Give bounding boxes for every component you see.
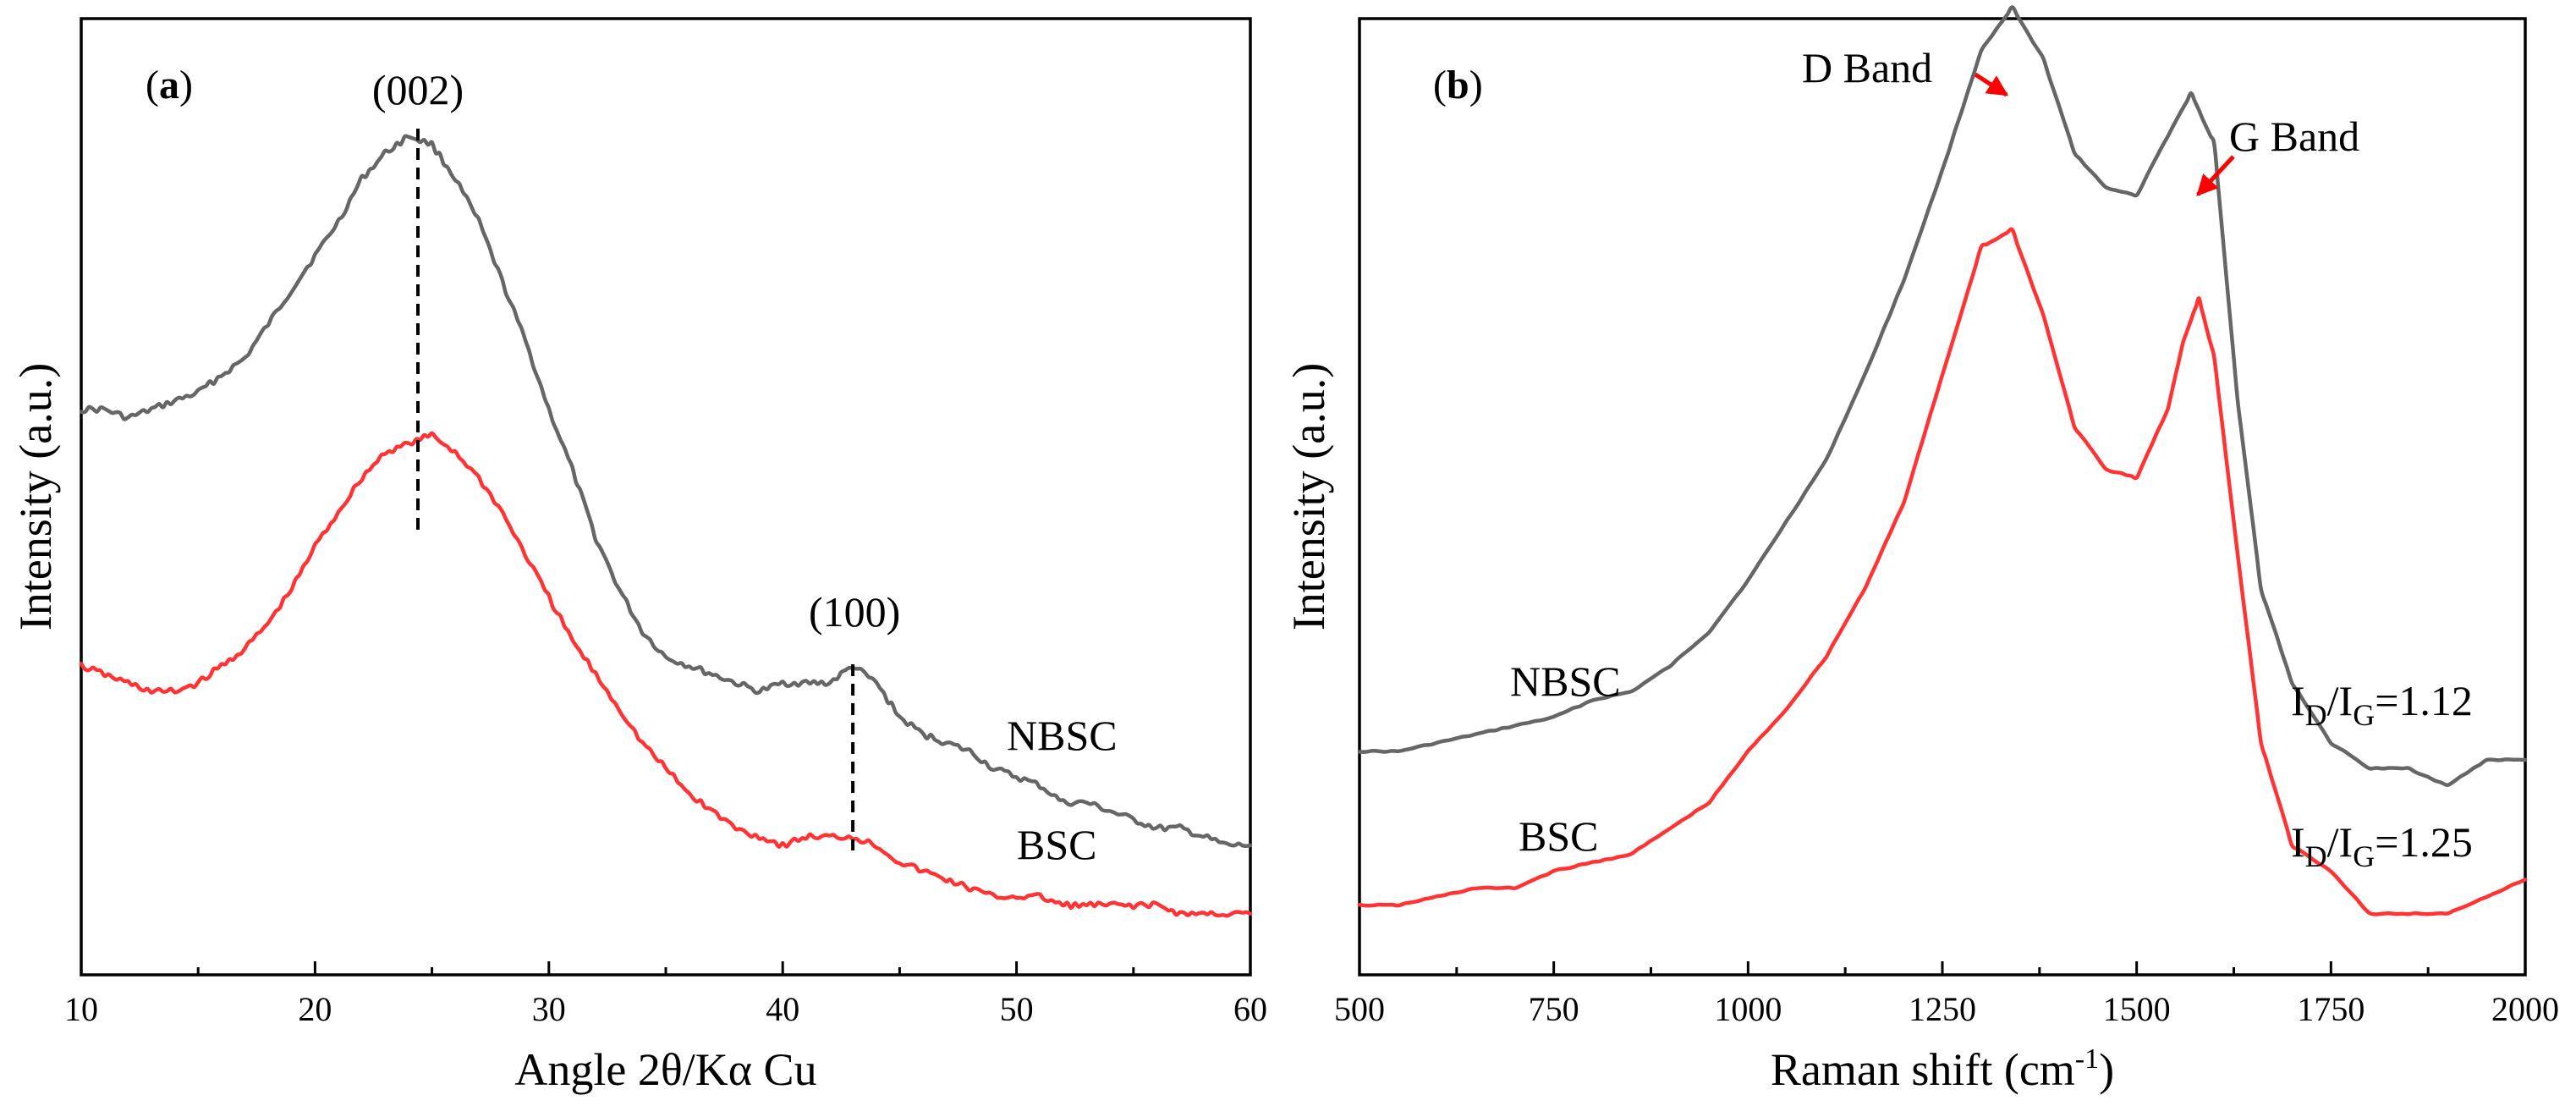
- panel-a-x-axis-label: Angle 2θ/Kα Cu: [514, 1044, 816, 1095]
- series-label-bsc: BSC: [1017, 821, 1097, 868]
- g-band-label: G Band: [2229, 113, 2359, 160]
- peak-100-label: (100): [809, 588, 900, 636]
- panel-b-y-axis-label: Intensity (a.u.): [1283, 363, 1334, 630]
- x-tick-label: 50: [1000, 990, 1034, 1028]
- x-tick-label: 1000: [1714, 990, 1782, 1028]
- x-tick-label: 60: [1233, 990, 1267, 1028]
- x-tick-label: 20: [298, 990, 332, 1028]
- series-label-nbsc: NBSC: [1007, 712, 1118, 759]
- panel-b-label: (b): [1433, 63, 1483, 107]
- x-tick-label: 2000: [2491, 990, 2559, 1028]
- x-tick-label: 750: [1529, 990, 1579, 1028]
- svg-text:(b): (b): [1433, 63, 1483, 107]
- panel-a-y-axis-label: Intensity (a.u.): [10, 363, 61, 630]
- bsc-id-ig-ratio: ID/IG=1.25: [2291, 818, 2473, 873]
- x-tick-label: 500: [1334, 990, 1385, 1028]
- panel-a-chart: (a) 10 20 30 40 50 60 (002) (100) NBSC BSC Angle…: [10, 17, 1267, 1095]
- panel-a-label: (a): [146, 63, 193, 107]
- nbsc-id-ig-ratio: ID/IG=1.12: [2291, 677, 2473, 732]
- x-tick-label: 40: [766, 990, 799, 1028]
- x-tick-label: 10: [64, 990, 98, 1028]
- d-band-arrow: [1974, 72, 2009, 97]
- panel-b-chart: (b) 500 750 1000 1250 1500 1750 2000 D Band G B…: [1283, 5, 2559, 1095]
- series-label-nbsc: NBSC: [1510, 658, 1621, 705]
- series-line-bsc: [1357, 227, 2528, 916]
- svg-text:(a): (a): [146, 63, 193, 107]
- peak-002-label: (002): [372, 66, 464, 113]
- x-tick-label: 1250: [1909, 990, 1976, 1028]
- x-tick-label: 30: [532, 990, 566, 1028]
- panel-b-x-axis-label: Raman shift (cm-1): [1771, 1043, 2114, 1095]
- x-tick-label: 1750: [2297, 990, 2365, 1028]
- series-line-bsc: [79, 431, 1253, 918]
- g-band-arrow: [2196, 155, 2235, 196]
- series-line-nbsc: [79, 134, 1253, 849]
- series-line-nbsc: [1357, 5, 2528, 788]
- x-tick-label: 1500: [2103, 990, 2171, 1028]
- d-band-label: D Band: [1802, 44, 1932, 91]
- series-label-bsc: BSC: [1519, 812, 1599, 860]
